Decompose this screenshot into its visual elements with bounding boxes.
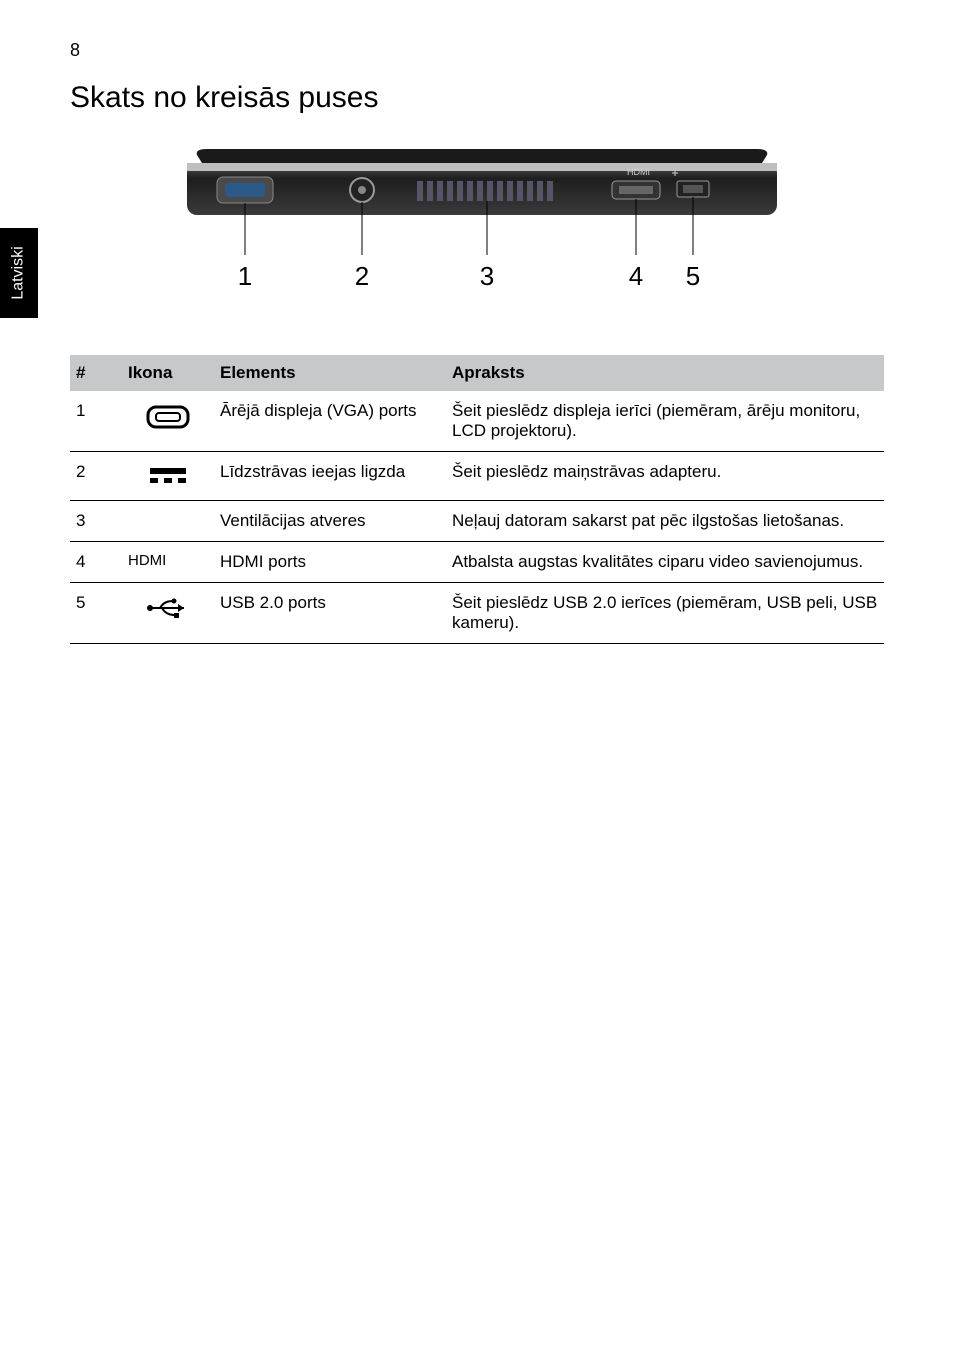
cell-num: 4 [70, 542, 122, 583]
hdmi-port-label: HDMI [627, 167, 650, 177]
th-num: # [70, 355, 122, 391]
cell-desc: Šeit pieslēdz USB 2.0 ierīces (piemēram,… [446, 583, 884, 644]
cell-element: HDMI ports [214, 542, 446, 583]
table-row: 5 USB 2.0 ports Šeit pieslēdz USB 2.0 ie… [70, 583, 884, 644]
callout-2: 2 [355, 261, 369, 291]
cell-desc: Atbalsta augstas kvalitātes ciparu video… [446, 542, 884, 583]
laptop-side-svg: HDMI 1 2 3 4 5 [157, 145, 797, 315]
table-row: 4 HDMI HDMI ports Atbalsta augstas kvali… [70, 542, 884, 583]
cell-num: 3 [70, 501, 122, 542]
cell-num: 2 [70, 452, 122, 501]
th-icon: Ikona [122, 355, 214, 391]
callout-3: 3 [480, 261, 494, 291]
product-side-view-figure: HDMI 1 2 3 4 5 [70, 145, 884, 315]
cell-num: 5 [70, 583, 122, 644]
dc-power-icon [146, 464, 190, 488]
callout-5: 5 [686, 261, 700, 291]
language-tab-label: Latviski [10, 246, 28, 299]
hdmi-text-icon: HDMI [128, 552, 166, 569]
cell-icon [122, 452, 214, 501]
ports-table: # Ikona Elements Apraksts 1 Ārējā disple… [70, 355, 884, 644]
callout-4: 4 [629, 261, 643, 291]
section-title: Skats no kreisās puses [70, 81, 884, 115]
language-tab: Latviski [0, 228, 38, 318]
cell-icon: HDMI [122, 542, 214, 583]
table-row: 2 Līdzstrāvas ieejas ligzda Šeit pieslēd… [70, 452, 884, 501]
vga-icon [146, 403, 190, 431]
usb-icon [144, 595, 192, 621]
cell-icon [122, 501, 214, 542]
th-desc: Apraksts [446, 355, 884, 391]
th-element: Elements [214, 355, 446, 391]
cell-desc: Šeit pieslēdz maiņstrāvas adapteru. [446, 452, 884, 501]
cell-desc: Šeit pieslēdz displeja ierīci (piemēram,… [446, 391, 884, 452]
cell-desc: Neļauj datoram sakarst pat pēc ilgstošas… [446, 501, 884, 542]
cell-element: Līdzstrāvas ieejas ligzda [214, 452, 446, 501]
table-header-row: # Ikona Elements Apraksts [70, 355, 884, 391]
table-row: 3 Ventilācijas atveres Neļauj datoram sa… [70, 501, 884, 542]
table-row: 1 Ārējā displeja (VGA) ports Šeit pieslē… [70, 391, 884, 452]
callout-1: 1 [238, 261, 252, 291]
cell-icon [122, 583, 214, 644]
cell-element: Ventilācijas atveres [214, 501, 446, 542]
cell-element: USB 2.0 ports [214, 583, 446, 644]
cell-element: Ārējā displeja (VGA) ports [214, 391, 446, 452]
cell-num: 1 [70, 391, 122, 452]
cell-icon [122, 391, 214, 452]
page-number: 8 [70, 40, 884, 61]
